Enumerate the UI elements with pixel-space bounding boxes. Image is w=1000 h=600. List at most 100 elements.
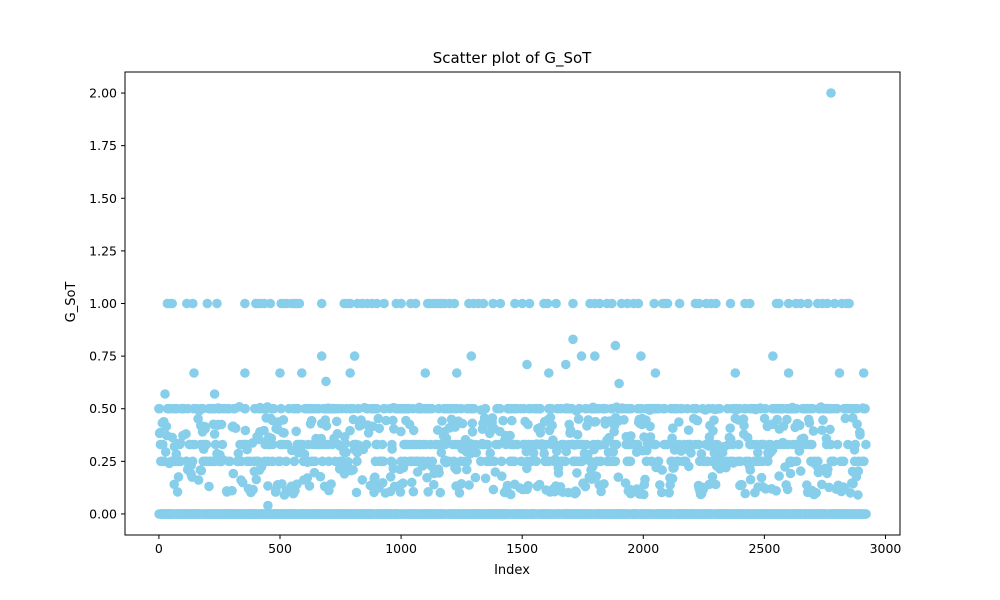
data-point <box>488 484 499 495</box>
data-point <box>497 471 507 482</box>
y-axis-ticks: 0.00 0.25 0.50 0.75 1.00 1.25 1.50 1.75 2.00 <box>89 86 125 521</box>
data-point <box>832 403 842 414</box>
data-point <box>714 403 725 414</box>
data-point <box>684 461 694 472</box>
x-axis-label: Index <box>494 563 530 578</box>
data-point <box>169 479 179 490</box>
data-point <box>496 456 507 467</box>
y-axis-label: G_SoT <box>64 282 79 323</box>
data-point <box>321 421 332 431</box>
data-point <box>829 298 840 309</box>
data-point <box>692 415 703 426</box>
data-point <box>650 368 661 378</box>
x-tick-label: 1000 <box>385 541 417 556</box>
data-point <box>240 403 250 414</box>
data-point <box>613 472 624 483</box>
data-point <box>502 480 513 491</box>
data-point <box>710 479 721 490</box>
data-point <box>434 468 444 478</box>
data-point <box>478 298 489 309</box>
data-point <box>281 456 291 467</box>
data-point <box>534 479 545 490</box>
data-point <box>345 298 356 309</box>
x-tick-label: 1500 <box>506 541 538 556</box>
data-point <box>571 487 581 498</box>
data-point <box>427 403 437 414</box>
data-point <box>225 456 235 467</box>
data-point <box>771 486 781 496</box>
data-point <box>410 298 421 309</box>
data-point <box>407 477 417 488</box>
data-point <box>267 439 278 450</box>
data-point <box>396 426 406 437</box>
data-point <box>263 500 273 511</box>
data-point <box>523 419 533 430</box>
data-point <box>467 427 478 437</box>
data-point <box>452 368 462 378</box>
x-tick-label: 0 <box>155 541 163 556</box>
data-point <box>853 490 863 500</box>
data-point <box>509 456 520 467</box>
data-point <box>172 487 183 497</box>
data-point <box>768 351 778 361</box>
data-point <box>832 439 843 450</box>
data-point <box>388 415 398 426</box>
data-point <box>202 298 213 309</box>
data-point <box>625 456 636 467</box>
data-point <box>824 482 834 493</box>
data-point <box>610 456 621 467</box>
data-point <box>378 456 389 467</box>
data-point <box>825 424 835 435</box>
y-tick-label: 2.00 <box>89 86 117 101</box>
data-point <box>348 465 358 475</box>
data-point <box>608 447 619 457</box>
data-point <box>572 468 582 478</box>
data-point <box>594 298 605 309</box>
data-point <box>572 429 583 440</box>
data-point <box>265 298 276 309</box>
data-point <box>551 298 561 309</box>
data-point <box>774 298 784 309</box>
data-point <box>745 298 755 309</box>
data-point <box>795 466 806 476</box>
data-point <box>507 415 517 426</box>
data-point <box>655 480 665 490</box>
chart-title: Scatter plot of G_SoT <box>433 49 592 68</box>
data-point <box>488 298 498 309</box>
data-point <box>279 428 289 438</box>
y-tick-label: 0.75 <box>89 349 117 364</box>
data-point <box>657 465 667 475</box>
data-point <box>785 468 796 479</box>
data-point <box>489 456 500 467</box>
data-point <box>850 439 860 450</box>
data-point <box>591 471 602 482</box>
data-point <box>408 425 419 436</box>
data-point <box>154 403 165 414</box>
data-point <box>826 88 836 98</box>
x-tick-label: 3000 <box>870 541 902 556</box>
data-point <box>466 351 477 361</box>
data-point <box>693 439 704 450</box>
data-point <box>783 298 794 309</box>
data-point <box>372 298 382 309</box>
x-tick-label: 2000 <box>627 541 659 556</box>
data-point <box>614 378 624 389</box>
data-point <box>469 403 479 414</box>
data-point <box>840 413 851 424</box>
data-point <box>372 403 382 414</box>
data-point <box>381 415 391 426</box>
data-point <box>278 415 289 425</box>
data-point <box>696 449 707 459</box>
data-point <box>374 423 385 434</box>
data-point <box>694 298 704 309</box>
data-point <box>316 298 327 309</box>
data-point <box>674 298 685 309</box>
data-point <box>240 298 250 309</box>
data-point <box>756 472 767 483</box>
data-point <box>645 421 655 432</box>
data-point <box>495 298 506 309</box>
data-point <box>813 467 824 478</box>
data-point <box>580 481 591 492</box>
y-tick-label: 0.25 <box>89 454 117 469</box>
data-point <box>189 368 199 378</box>
